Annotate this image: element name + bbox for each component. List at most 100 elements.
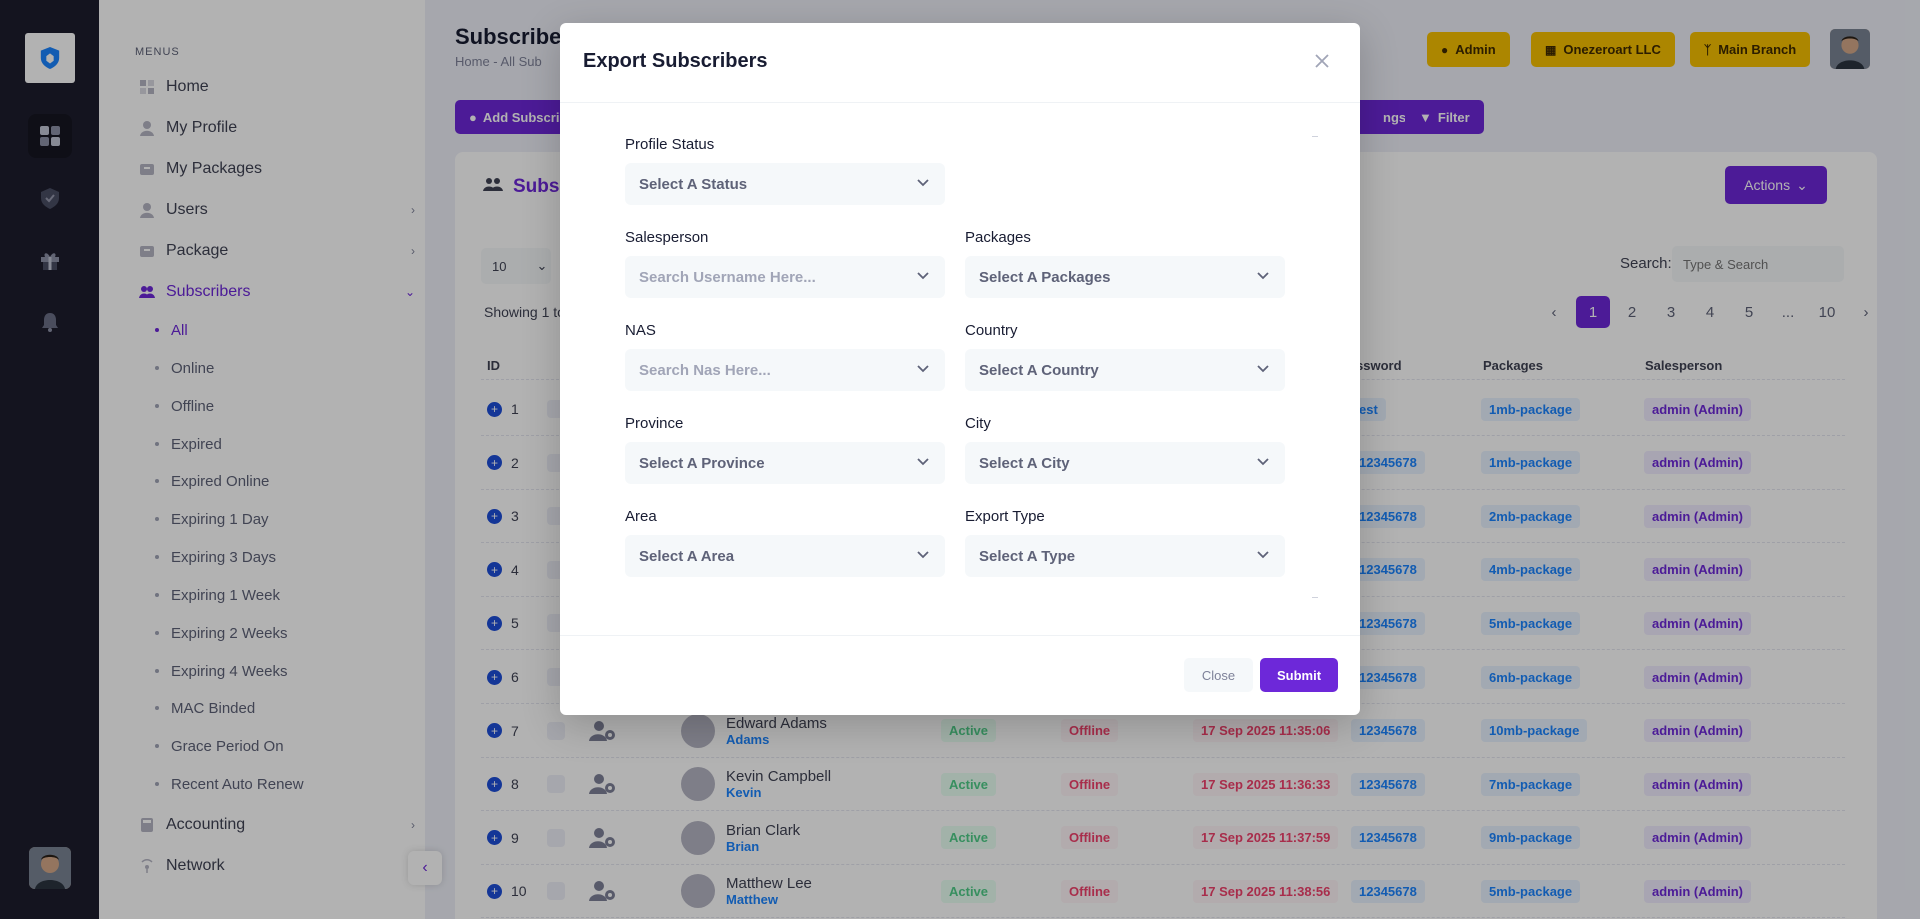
sidebar-subitem-online[interactable]: Online — [155, 356, 214, 380]
sidebar-item-users[interactable]: Users › — [139, 197, 415, 223]
area-select[interactable]: Select A Area — [625, 535, 945, 577]
packages-select[interactable]: Select A Packages — [965, 256, 1285, 298]
expand-row-icon[interactable]: + — [487, 776, 502, 792]
sidebar-subitem-expiring-3-days[interactable]: Expiring 3 Days — [155, 545, 276, 569]
sidebar-collapse-button[interactable]: ‹ — [408, 851, 442, 885]
salesperson-badge[interactable]: admin (Admin) — [1644, 504, 1751, 528]
user-settings-icon[interactable] — [589, 827, 617, 849]
sidebar-subitem-expiring-1-day[interactable]: Expiring 1 Day — [155, 507, 269, 531]
search-input[interactable] — [1672, 246, 1844, 282]
user-avatar[interactable] — [29, 847, 71, 889]
nas-select[interactable]: Search Nas Here... — [625, 349, 945, 391]
package-badge[interactable]: 1mb-package — [1481, 451, 1581, 475]
salesperson-badge[interactable]: admin (Admin) — [1644, 826, 1751, 850]
sidebar-subitem-expiring-2-weeks[interactable]: Expiring 2 Weeks — [155, 621, 287, 645]
expand-row-icon[interactable]: + — [487, 669, 502, 685]
profile-status-select[interactable]: Select A Status — [625, 163, 945, 205]
row-checkbox[interactable] — [547, 882, 565, 901]
sidebar-subitem-expiring-1-week[interactable]: Expiring 1 Week — [155, 583, 280, 607]
header-avatar[interactable] — [1830, 29, 1870, 69]
table-row[interactable]: +7 Edward Adams Adams Active Offline 17 Sep 2… — [481, 704, 1845, 758]
expand-row-icon[interactable]: + — [487, 508, 502, 524]
salesperson-badge[interactable]: admin (Admin) — [1644, 772, 1751, 796]
bell-icon[interactable] — [28, 300, 72, 344]
page-button[interactable]: 5 — [1744, 303, 1754, 321]
sidebar-item-subscribers[interactable]: Subscribers ⌄ — [139, 279, 415, 305]
package-badge[interactable]: 9mb-package — [1481, 826, 1581, 850]
expand-row-icon[interactable]: + — [487, 723, 502, 739]
close-icon[interactable] — [1312, 51, 1332, 71]
dashboard-icon[interactable] — [28, 114, 72, 158]
province-select[interactable]: Select A Province — [625, 442, 945, 484]
sidebar-subitem-expired-online[interactable]: Expired Online — [155, 469, 269, 493]
next-page-button[interactable]: › — [1863, 303, 1869, 321]
sidebar-item-my-profile[interactable]: My Profile — [139, 115, 399, 141]
table-row[interactable]: +9 Brian Clark Brian Active Offline 17 Sep 20… — [481, 811, 1845, 865]
package-badge[interactable]: 7mb-package — [1481, 772, 1581, 796]
company-button[interactable]: ▦ Onezeroart LLC — [1531, 32, 1675, 67]
package-badge[interactable]: 6mb-package — [1481, 665, 1581, 689]
page-button[interactable]: 4 — [1705, 303, 1715, 321]
subscriber-username[interactable]: Brian — [726, 838, 760, 854]
shield-check-icon[interactable] — [28, 176, 72, 220]
package-badge[interactable]: 1mb-package — [1481, 397, 1581, 421]
expand-row-icon[interactable]: + — [487, 830, 502, 846]
package-badge[interactable]: 5mb-package — [1481, 611, 1581, 635]
page-button[interactable]: 10 — [1818, 303, 1836, 321]
salesperson-badge[interactable]: admin (Admin) — [1644, 611, 1751, 635]
row-checkbox[interactable] — [547, 828, 565, 847]
sidebar-item-home[interactable]: Home — [139, 74, 399, 100]
package-badge[interactable]: 10mb-package — [1481, 719, 1588, 743]
package-badge[interactable]: 4mb-package — [1481, 558, 1581, 582]
brand-logo[interactable] — [25, 33, 75, 83]
user-settings-icon[interactable] — [589, 880, 617, 902]
column-salesperson[interactable]: Salesperson — [1645, 358, 1723, 373]
salesperson-badge[interactable]: admin (Admin) — [1644, 451, 1751, 475]
row-checkbox[interactable] — [547, 775, 565, 794]
salesperson-badge[interactable]: admin (Admin) — [1644, 719, 1751, 743]
sidebar-subitem-mac-binded[interactable]: MAC Binded — [155, 696, 255, 720]
salesperson-badge[interactable]: admin (Admin) — [1644, 397, 1751, 421]
sidebar-item-my-packages[interactable]: My Packages — [139, 156, 399, 182]
sidebar-subitem-expiring-4-weeks[interactable]: Expiring 4 Weeks — [155, 659, 287, 683]
subscriber-username[interactable]: Kevin — [726, 785, 762, 801]
salesperson-select[interactable]: Search Username Here... — [625, 256, 945, 298]
package-badge[interactable]: 2mb-package — [1481, 504, 1581, 528]
column-id[interactable]: ID — [487, 358, 500, 373]
admin-button[interactable]: ● Admin — [1427, 32, 1510, 67]
user-settings-icon[interactable] — [589, 720, 617, 742]
filter-button[interactable]: ▼ Filter — [1405, 100, 1484, 134]
row-checkbox[interactable] — [547, 721, 565, 740]
subscriber-username[interactable]: Adams — [726, 731, 770, 747]
country-select[interactable]: Select A Country — [965, 349, 1285, 391]
package-badge[interactable]: 5mb-package — [1481, 879, 1581, 903]
page-button[interactable]: 1 — [1576, 296, 1610, 328]
expand-row-icon[interactable]: + — [487, 562, 502, 578]
sidebar-subitem-grace-period-on[interactable]: Grace Period On — [155, 734, 284, 758]
salesperson-badge[interactable]: admin (Admin) — [1644, 558, 1751, 582]
expand-row-icon[interactable]: + — [487, 455, 502, 471]
add-subscriber-button[interactable]: ● Add Subscri — [455, 100, 574, 134]
page-button[interactable]: 3 — [1666, 303, 1676, 321]
salesperson-badge[interactable]: admin (Admin) — [1644, 879, 1751, 903]
close-button[interactable]: Close — [1184, 658, 1253, 692]
column-packages[interactable]: Packages — [1483, 358, 1543, 373]
sidebar-subitem-offline[interactable]: Offline — [155, 394, 214, 418]
branch-button[interactable]: ᛉ Main Branch — [1690, 32, 1811, 67]
export-type-select[interactable]: Select A Type — [965, 535, 1285, 577]
sidebar-item-package[interactable]: Package › — [139, 238, 415, 264]
table-row[interactable]: +5 12345678 5mb-package admin (Admin) — [481, 596, 1845, 651]
expand-row-icon[interactable]: + — [487, 401, 502, 417]
sidebar-subitem-all[interactable]: All — [155, 318, 188, 342]
table-row[interactable]: +10 Matthew Lee Matthew Active Offline 17 Sep… — [481, 864, 1845, 919]
page-button[interactable]: 2 — [1627, 303, 1637, 321]
salesperson-badge[interactable]: admin (Admin) — [1644, 665, 1751, 689]
sidebar-subitem-expired[interactable]: Expired — [155, 432, 222, 456]
table-row[interactable]: +8 Kevin Campbell Kevin Active Offline 17 Sep… — [481, 757, 1845, 812]
expand-row-icon[interactable]: + — [487, 615, 502, 631]
actions-button[interactable]: Actions ⌄ — [1725, 166, 1827, 204]
subscriber-username[interactable]: Matthew — [726, 892, 778, 908]
column-password[interactable]: ssword — [1356, 358, 1402, 373]
page-length-select[interactable]: 10 ⌄ — [481, 248, 551, 284]
gift-icon[interactable] — [28, 238, 72, 282]
